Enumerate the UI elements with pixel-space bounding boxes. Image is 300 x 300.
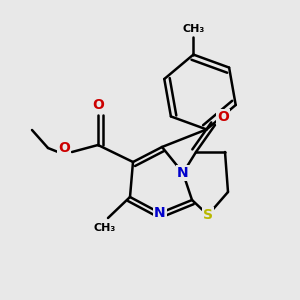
Text: N: N (154, 206, 166, 220)
Text: S: S (203, 208, 213, 222)
Text: CH₃: CH₃ (182, 24, 205, 34)
Text: N: N (177, 166, 189, 180)
Text: O: O (92, 98, 104, 112)
Text: O: O (58, 141, 70, 155)
Text: O: O (217, 110, 229, 124)
Text: CH₃: CH₃ (94, 223, 116, 233)
